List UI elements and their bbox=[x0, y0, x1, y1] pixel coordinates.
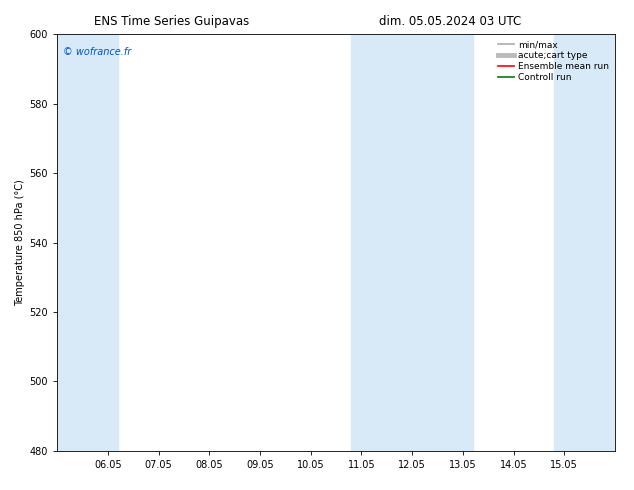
Bar bbox=[57, 34, 118, 451]
Bar bbox=[351, 34, 473, 451]
Text: dim. 05.05.2024 03 UTC: dim. 05.05.2024 03 UTC bbox=[379, 15, 521, 28]
Y-axis label: Temperature 850 hPa (°C): Temperature 850 hPa (°C) bbox=[15, 179, 25, 306]
Text: ENS Time Series Guipavas: ENS Time Series Guipavas bbox=[94, 15, 249, 28]
Bar bbox=[554, 34, 615, 451]
Legend: min/max, acute;cart type, Ensemble mean run, Controll run: min/max, acute;cart type, Ensemble mean … bbox=[496, 39, 611, 84]
Text: © wofrance.fr: © wofrance.fr bbox=[63, 47, 131, 57]
